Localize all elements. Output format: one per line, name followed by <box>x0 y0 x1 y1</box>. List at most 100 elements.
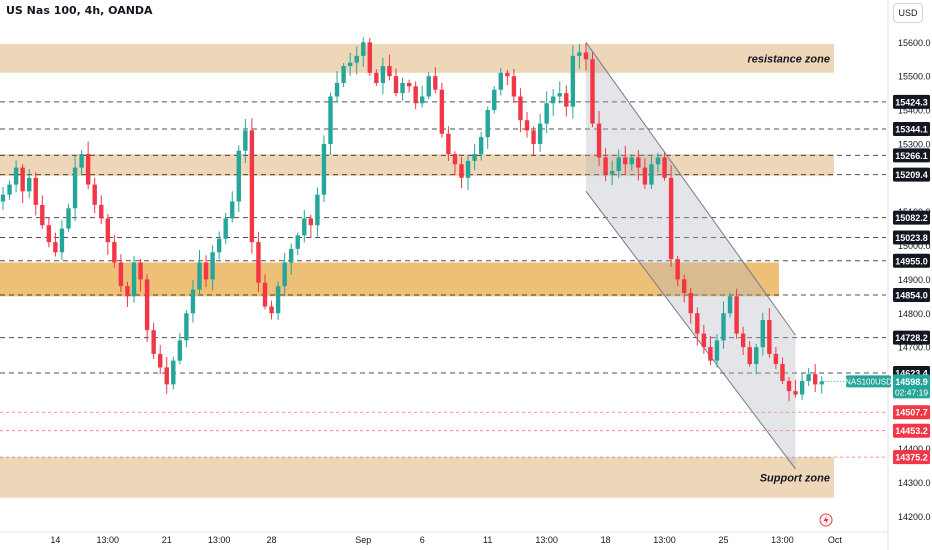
level-tag-text-4: 15082.2 <box>895 213 928 223</box>
candle-body-83 <box>544 103 549 124</box>
candle-body-123 <box>806 374 811 381</box>
candle-body-20 <box>131 262 137 297</box>
candle-body-111 <box>727 296 733 314</box>
countdown-text: 02:47:19 <box>895 387 928 397</box>
candle-body-17 <box>112 242 117 263</box>
level-tag-5 <box>893 230 930 245</box>
candle-body-75 <box>492 89 497 111</box>
candle-body-105 <box>688 292 693 314</box>
candle-body-16 <box>105 218 110 243</box>
candle-body-65 <box>426 76 431 97</box>
level-tag-text-3: 15209.4 <box>895 170 928 180</box>
candle-body-58 <box>380 66 386 83</box>
symbol-tag <box>846 375 891 388</box>
candle-body-88 <box>577 52 582 56</box>
candle-body-80 <box>524 120 530 131</box>
candle-body-64 <box>420 96 425 104</box>
candle-body-29 <box>190 289 196 314</box>
candle-body-21 <box>138 262 143 280</box>
candle-body-74 <box>485 110 490 138</box>
candle-body-39 <box>256 242 261 283</box>
time-tick-12: 13:00 <box>771 535 794 545</box>
candle-body-98 <box>642 167 648 185</box>
candle-body-119 <box>780 364 785 381</box>
price-axis[interactable]: 15600.015500.015400.015300.015200.015100… <box>821 0 931 550</box>
candle-body-92 <box>603 157 608 175</box>
level-tag-4 <box>893 210 930 225</box>
candle-body-122 <box>799 380 805 395</box>
price-tick-13: 14300.0 <box>898 478 931 488</box>
time-tick-1: 13:00 <box>97 535 120 545</box>
time-tick-13: Oct <box>828 535 843 545</box>
candle-body-113 <box>740 333 746 348</box>
candle-body-55 <box>361 42 366 56</box>
candle-body-116 <box>760 320 765 348</box>
level-tag-text-9: 14623.4 <box>895 369 928 379</box>
candle-body-14 <box>92 184 97 205</box>
candle-body-42 <box>275 286 281 314</box>
candle-body-97 <box>636 157 641 168</box>
candle-body-34 <box>223 218 228 239</box>
price-tick-2: 15400.0 <box>898 106 931 116</box>
candle-body-73 <box>478 137 484 155</box>
candle-body-59 <box>387 66 392 77</box>
price-tick-14: 14200.0 <box>898 512 931 522</box>
price-tick-6: 15000.0 <box>898 241 931 251</box>
candle-body-115 <box>754 347 759 365</box>
time-tick-2: 21 <box>162 535 172 545</box>
candle-body-87 <box>570 55 576 107</box>
candle-body-12 <box>79 154 84 168</box>
candle-body-117 <box>767 320 772 354</box>
candle-body-40 <box>262 282 268 307</box>
candle-body-101 <box>662 157 667 178</box>
candle-body-104 <box>682 279 687 293</box>
candle-body-51 <box>334 82 340 97</box>
candle-body-56 <box>367 42 372 73</box>
candle-body-7 <box>46 225 52 243</box>
candle-body-93 <box>609 171 615 175</box>
candle-body-106 <box>695 313 700 334</box>
candle-body-78 <box>511 76 517 97</box>
candle-body-110 <box>721 313 726 341</box>
level-tag-6 <box>893 253 930 268</box>
candle-body-18 <box>118 262 124 287</box>
price-tick-12: 14400.0 <box>898 444 931 454</box>
level-tag-7 <box>893 287 930 302</box>
currency-button[interactable]: USD <box>893 3 923 23</box>
candle-body-99 <box>649 164 654 185</box>
candle-body-0 <box>0 194 6 202</box>
candle-body-71 <box>465 160 471 178</box>
candle-body-61 <box>400 82 405 94</box>
candle-body-124 <box>813 374 818 385</box>
candle-body-11 <box>72 167 78 209</box>
candle-body-60 <box>393 76 399 94</box>
zone-2 <box>0 262 779 297</box>
level-tag-text-6: 14955.0 <box>895 256 928 266</box>
candle-body-32 <box>210 252 215 280</box>
candle-body-62 <box>406 82 412 87</box>
candle-body-27 <box>177 340 183 361</box>
time-axis[interactable]: 14 13:00 21 13:00 28 Sep 6 11 13:00 18 13:00 25 13:0… <box>0 531 888 545</box>
time-tick-4: 28 <box>267 535 277 545</box>
candle-body-53 <box>347 62 353 67</box>
candle-body-8 <box>53 242 58 253</box>
candle-body-36 <box>236 150 241 202</box>
time-tick-7: 11 <box>483 535 492 545</box>
time-tick-10: 13:00 <box>653 535 676 545</box>
zone-label-3: Support zone <box>760 473 830 485</box>
level-tag-text-5: 15023.8 <box>895 233 928 243</box>
candle-body-68 <box>446 133 451 155</box>
level-tag-8 <box>893 330 930 345</box>
level-tag-3 <box>893 167 930 182</box>
candle-body-44 <box>289 248 294 263</box>
current-price-text: 14598.9 <box>895 377 928 387</box>
candle-body-82 <box>537 123 543 144</box>
candle-body-91 <box>596 123 602 158</box>
level-tag-text-7: 14854.0 <box>895 290 928 300</box>
level-tag-10 <box>893 405 930 420</box>
zones: resistance zone Support zone <box>0 44 834 498</box>
level-tag-text-12: 14375.2 <box>895 453 928 463</box>
current-price-tag <box>893 374 930 399</box>
candle-body-23 <box>151 330 156 354</box>
